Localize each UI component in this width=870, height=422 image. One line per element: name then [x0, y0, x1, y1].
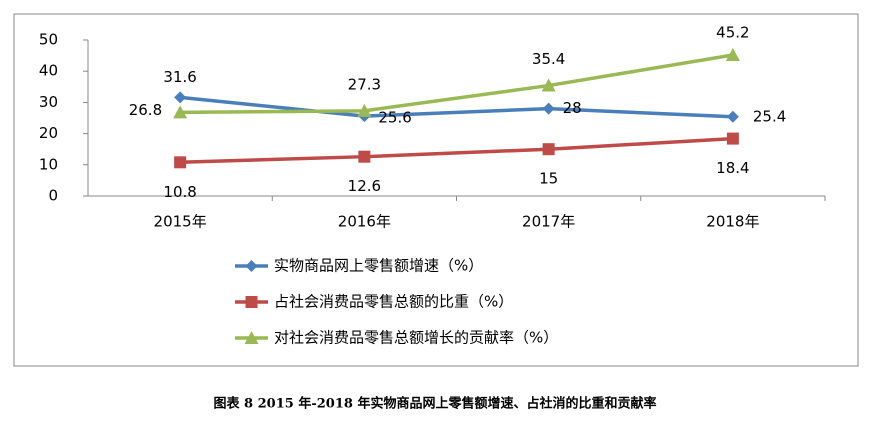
- x-tick-label: 2015年: [154, 213, 207, 231]
- data-label: 18.4: [716, 159, 749, 177]
- x-tick-label: 2017年: [522, 213, 575, 231]
- data-label: 10.8: [163, 183, 196, 201]
- data-label: 26.8: [129, 101, 162, 119]
- caption: 图表 8 2015 年-2018 年实物商品网上零售额增速、占社消的比重和贡献率: [214, 396, 657, 412]
- y-tick-label: 20: [39, 124, 58, 142]
- marker: [542, 102, 555, 115]
- series-line: [180, 136, 733, 165]
- legend-label: 对社会消费品零售总额增长的贡献率（%）: [274, 329, 558, 347]
- marker: [541, 78, 556, 92]
- marker: [245, 296, 258, 308]
- data-label: 25.6: [378, 109, 411, 127]
- marker: [357, 103, 372, 117]
- data-label: 15: [539, 170, 558, 188]
- marker: [245, 260, 258, 272]
- data-label: 12.6: [348, 177, 381, 195]
- legend-label: 占社会消费品零售总额的比重（%）: [274, 293, 513, 311]
- marker: [726, 110, 739, 123]
- marker: [725, 47, 740, 61]
- x-tick-label: 2018年: [706, 213, 759, 231]
- y-tick-label: 40: [39, 62, 58, 80]
- x-tick-label: 2016年: [338, 213, 391, 231]
- data-label: 35.4: [532, 50, 565, 68]
- series-line: [180, 53, 734, 115]
- chart-border: [13, 13, 859, 367]
- data-label: 25.4: [753, 107, 786, 125]
- marker: [542, 143, 555, 156]
- marker: [174, 156, 187, 169]
- marker: [173, 105, 188, 119]
- marker: [174, 91, 187, 104]
- y-tick-label: 10: [39, 155, 58, 173]
- y-tick-label: 0: [48, 187, 58, 205]
- data-label: 28: [563, 99, 582, 117]
- data-label: 27.3: [348, 75, 381, 93]
- data-label: 45.2: [716, 23, 749, 41]
- y-tick-label: 50: [39, 31, 58, 49]
- series-line: [179, 95, 733, 119]
- marker: [358, 150, 371, 163]
- y-tick-label: 30: [39, 93, 58, 111]
- marker: [726, 132, 739, 145]
- legend-label: 实物商品网上零售额增速（%）: [274, 257, 483, 275]
- marker: [244, 331, 259, 344]
- data-label: 31.6: [163, 68, 196, 86]
